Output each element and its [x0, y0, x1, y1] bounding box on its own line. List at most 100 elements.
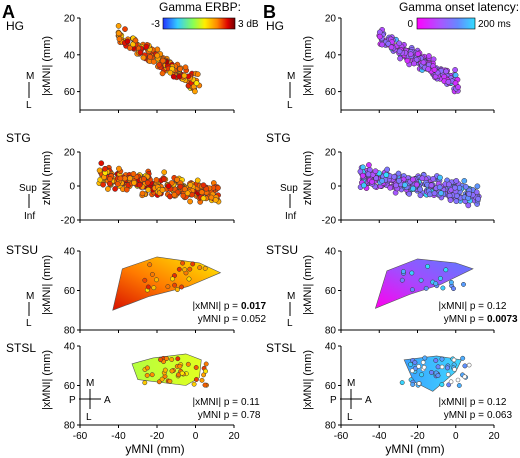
data-point	[365, 171, 372, 178]
data-point	[182, 267, 188, 273]
data-point	[112, 186, 118, 192]
data-point	[393, 182, 399, 189]
y-tick-label: 60	[64, 87, 76, 98]
data-point	[423, 285, 429, 291]
x-tick-label: 0	[193, 431, 199, 442]
data-point	[396, 40, 403, 47]
data-point	[451, 286, 456, 292]
orient-p-stsl-a: P	[69, 395, 76, 406]
data-point	[359, 172, 366, 179]
data-point	[161, 176, 167, 183]
data-point	[384, 166, 391, 173]
x-tick-label: 20	[488, 431, 500, 442]
data-point	[379, 41, 385, 48]
data-point	[186, 276, 192, 282]
data-point	[180, 192, 187, 199]
data-point	[452, 67, 458, 73]
data-point	[417, 192, 424, 199]
region-hull	[374, 258, 474, 309]
data-point	[131, 179, 137, 186]
data-point	[115, 30, 122, 37]
data-point	[144, 365, 150, 371]
data-point	[430, 176, 436, 182]
data-point	[396, 177, 402, 184]
x-tick-label: 0	[453, 431, 459, 442]
data-point	[409, 270, 415, 276]
data-point	[102, 165, 108, 172]
stat-a-stsu-line1-prefix: |xMNI| p =	[193, 301, 239, 312]
data-point	[462, 363, 468, 369]
orient-a-stsl-b: A	[365, 395, 372, 406]
data-point	[410, 382, 416, 387]
orient-p-stsl-b: P	[330, 395, 337, 406]
orientation-stg-a: Sup Inf	[19, 183, 37, 222]
data-point	[116, 165, 122, 172]
data-point	[433, 358, 439, 363]
data-point	[435, 364, 441, 370]
data-point	[181, 72, 188, 79]
data-point	[165, 183, 172, 189]
data-point-empty	[452, 367, 457, 372]
data-point	[463, 183, 469, 190]
data-point	[419, 372, 425, 378]
orient-l-stsu-a: L	[26, 318, 32, 329]
y-tick-label: 80	[325, 421, 337, 432]
data-point	[455, 84, 461, 90]
y-axis-label-hg-a: |xMNI| (mm)	[41, 36, 53, 96]
data-point	[174, 287, 180, 293]
data-point	[197, 265, 203, 271]
x-tick-label: -60	[334, 431, 349, 442]
data-point	[191, 381, 197, 387]
data-point	[200, 182, 207, 189]
data-point	[176, 73, 183, 80]
data-point	[156, 61, 163, 68]
y-axis-label-hg-b: |xMNI| (mm)	[302, 36, 314, 96]
data-point	[439, 382, 445, 388]
data-point-empty	[451, 357, 457, 363]
data-point	[100, 181, 106, 188]
data-point	[198, 189, 205, 196]
plot-b-stsl: 40 60 80-60 -40 -20 0 20	[325, 342, 500, 443]
data-point	[116, 36, 123, 42]
data-point	[369, 178, 375, 185]
data-point-empty	[448, 379, 454, 385]
row-labels-a: HG STG STSU STSL	[6, 19, 38, 355]
onset-colorbar	[416, 17, 476, 30]
data-point	[437, 174, 443, 181]
data-point	[154, 277, 159, 283]
y-axis-labels: |xMNI| (mm) zMNI (mm) |xMNI| (mm) |xMNI|…	[41, 36, 314, 410]
x-axis-label-a: yMNI (mm)	[125, 442, 184, 456]
data-point	[159, 187, 166, 193]
data-point	[420, 59, 427, 66]
data-point-empty	[455, 377, 461, 383]
data-point	[433, 281, 439, 287]
data-point	[383, 172, 390, 178]
data-point	[177, 363, 183, 369]
x-tick-label: -20	[410, 431, 425, 442]
erbp-colorbar	[162, 17, 236, 30]
data-point	[202, 265, 208, 271]
panel-label-a: A	[2, 2, 15, 22]
data-point	[372, 168, 379, 175]
data-point	[124, 38, 131, 45]
y-tick-label: 40	[64, 342, 76, 353]
stat-a-stsl-line2-value: 0.78	[241, 410, 261, 421]
data-point-empty	[421, 364, 427, 370]
data-point	[399, 277, 405, 283]
row-label-stg-b: STG	[266, 131, 291, 145]
data-point	[181, 186, 188, 193]
data-point	[149, 271, 155, 277]
data-point	[179, 370, 185, 376]
data-point-empty	[416, 364, 422, 369]
y-tick-label: 40	[325, 247, 337, 258]
stat-a-stsu-line2-prefix: yMNI p =	[198, 314, 238, 325]
data-point	[366, 162, 372, 168]
data-point	[438, 190, 444, 196]
data-point	[426, 53, 432, 59]
data-point	[387, 184, 394, 191]
orient-m-stsl-a: M	[86, 378, 94, 389]
data-point-empty	[416, 381, 422, 386]
onset-legend-min: 0	[407, 19, 413, 30]
data-point	[145, 284, 151, 290]
data-point	[193, 377, 199, 382]
